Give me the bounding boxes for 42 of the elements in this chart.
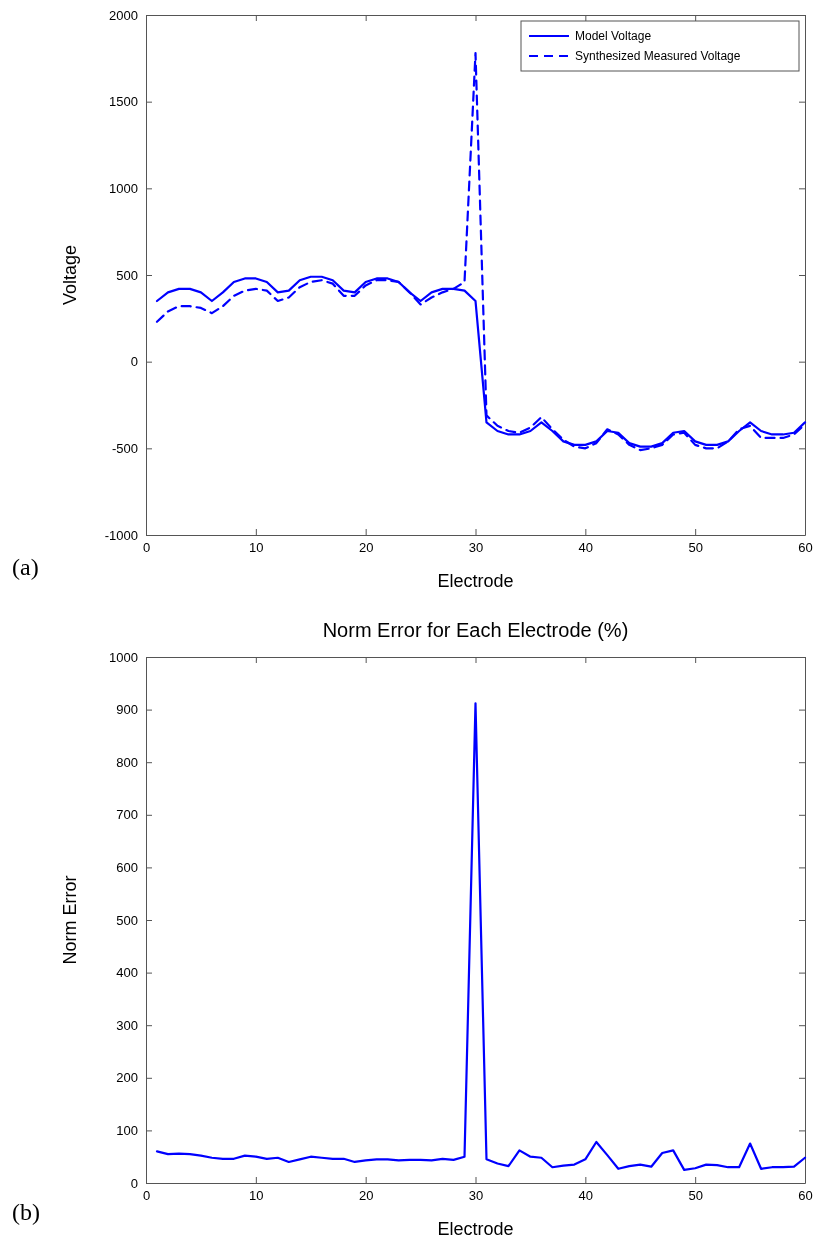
x-tick-label: 50 <box>688 540 703 556</box>
x-tick-label: 20 <box>358 1188 374 1204</box>
x-axis-title: Electrode <box>437 571 514 591</box>
chart-title: Norm Error for Each Electrode (%) <box>322 619 629 641</box>
y-tick-label: 1000 <box>109 649 138 665</box>
y-tick-label: 0 <box>130 1175 138 1191</box>
line-series <box>155 702 807 1171</box>
y-tick-label: 500 <box>116 267 138 283</box>
y-tick-label: 100 <box>116 1123 138 1139</box>
y-tick-label: -500 <box>111 440 138 456</box>
y-axis-title: Norm Error <box>60 875 80 965</box>
y-tick-label: 0 <box>130 354 138 370</box>
x-tick-label: 10 <box>249 1188 264 1204</box>
x-axis-title: Electrode <box>437 1219 514 1239</box>
y-tick-label: -1000 <box>104 527 138 543</box>
y-tick-label: 1500 <box>109 94 138 110</box>
x-tick-label: 0 <box>142 1188 151 1204</box>
x-tick-label: 20 <box>358 540 374 556</box>
x-tick-label: 40 <box>578 540 594 556</box>
x-tick-label: 60 <box>798 540 813 556</box>
x-tick-label: 60 <box>798 1188 813 1204</box>
y-tick-label: 2000 <box>109 7 138 23</box>
y-tick-label: 1000 <box>109 180 138 196</box>
y-axis-title: Voltage <box>60 244 80 306</box>
y-tick-label: 500 <box>116 912 138 928</box>
y-tick-label: 200 <box>116 1070 138 1086</box>
text: (b) <box>12 1199 40 1225</box>
legend-label: Synthesized Measured Voltage <box>575 49 741 63</box>
x-tick-label: 30 <box>468 540 484 556</box>
legend-label: Model Voltage <box>575 29 652 43</box>
x-tick-label: 30 <box>468 1188 484 1204</box>
y-tick-label: 900 <box>116 702 138 718</box>
y-tick-label: 600 <box>116 860 138 876</box>
x-tick-label: 50 <box>688 1188 703 1204</box>
y-tick-label: 800 <box>116 754 138 770</box>
y-tick-label: 400 <box>116 965 138 981</box>
x-tick-label: 40 <box>578 1188 594 1204</box>
x-tick-label: 0 <box>142 540 151 556</box>
x-tick-label: 10 <box>249 540 264 556</box>
y-tick-label: 300 <box>116 1017 138 1033</box>
y-tick-label: 700 <box>116 807 138 823</box>
text: (a) <box>12 554 39 580</box>
